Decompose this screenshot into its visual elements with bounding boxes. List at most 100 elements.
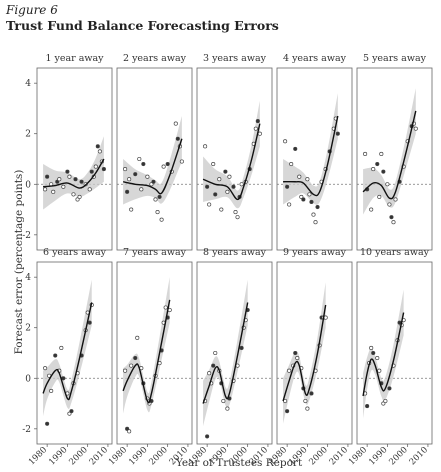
- data-point: [213, 350, 218, 356]
- data-point: [225, 189, 230, 194]
- panel-frame: [36, 261, 113, 445]
- data-point: [387, 202, 392, 207]
- data-point: [67, 174, 72, 179]
- data-point: [57, 177, 62, 182]
- data-point: [155, 210, 160, 215]
- x-tick-label: 2000: [387, 445, 409, 467]
- data-point: [205, 434, 210, 439]
- data-point: [73, 177, 78, 182]
- data-point: [129, 207, 134, 212]
- data-point: [45, 174, 50, 179]
- data-point: [87, 320, 92, 325]
- data-point: [233, 210, 238, 215]
- data-point: [307, 192, 312, 197]
- panel-title: 2 years away: [123, 53, 187, 64]
- data-point: [101, 167, 106, 172]
- data-point: [151, 179, 156, 184]
- data-point: [227, 174, 232, 179]
- data-point: [219, 207, 224, 212]
- data-point: [123, 167, 128, 172]
- data-point: [389, 215, 394, 220]
- y-tick-label: -2: [22, 231, 31, 241]
- panel-frame: [276, 261, 353, 445]
- fit-line: [362, 110, 417, 200]
- confidence-band: [43, 279, 92, 417]
- data-point: [365, 404, 370, 409]
- data-point: [173, 121, 178, 126]
- panel-title: 6 years away: [43, 247, 107, 258]
- data-point: [383, 398, 388, 404]
- data-point: [133, 172, 138, 177]
- y-tick-label: 2: [25, 130, 31, 140]
- x-axis-label: Year of Trustees Report: [175, 457, 303, 469]
- data-point: [381, 169, 386, 174]
- panel-5: 5 years away: [356, 53, 433, 251]
- data-point: [309, 391, 314, 396]
- data-point: [139, 187, 144, 192]
- data-point: [371, 350, 376, 356]
- data-point: [335, 131, 340, 136]
- fit-line: [282, 304, 327, 402]
- x-tick-label: 1980: [347, 445, 369, 467]
- data-point: [137, 156, 142, 162]
- panel-title: 4 years away: [283, 53, 347, 64]
- data-point: [235, 215, 240, 220]
- data-point: [385, 182, 390, 187]
- data-point: [135, 335, 140, 340]
- panel-1: 1 year away -2 0 2 4: [22, 53, 113, 251]
- panel-frame: [356, 67, 433, 251]
- fit-line: [283, 115, 339, 197]
- data-point: [125, 189, 130, 194]
- data-point: [179, 159, 184, 164]
- data-point: [375, 162, 380, 167]
- y-tick-label: 0: [25, 374, 31, 384]
- data-point: [141, 162, 146, 167]
- data-point: [207, 202, 212, 207]
- data-point: [53, 353, 58, 358]
- y-tick-label: 4: [25, 79, 31, 89]
- x-tick-label: 1980: [107, 445, 129, 467]
- data-point: [127, 429, 132, 434]
- y-tick-label: 2: [25, 324, 31, 334]
- panels-grid: 1 year away -2 0 2 4 2 years away 3 years away…: [22, 53, 433, 467]
- data-point: [289, 162, 294, 167]
- data-point: [59, 345, 64, 350]
- data-point: [217, 177, 222, 182]
- data-point: [205, 184, 210, 189]
- panel-title: 9 years away: [283, 247, 347, 258]
- panel-title: 3 years away: [203, 53, 267, 64]
- data-point: [133, 356, 138, 361]
- data-point: [363, 151, 368, 156]
- data-point: [221, 398, 226, 404]
- x-tick-label: 1990: [367, 445, 389, 467]
- figure-title: Trust Fund Balance Forecasting Errors: [6, 18, 279, 33]
- panel-frame: [116, 261, 193, 445]
- x-tick-label: 1990: [47, 445, 69, 467]
- x-tick-label: 2000: [307, 445, 329, 467]
- data-point: [293, 350, 298, 356]
- data-point: [145, 174, 150, 179]
- data-point: [293, 146, 298, 151]
- data-point: [161, 164, 166, 169]
- confidence-band: [43, 136, 104, 210]
- data-point: [315, 204, 320, 210]
- data-point: [211, 363, 216, 368]
- data-point: [239, 345, 244, 350]
- data-point: [211, 162, 216, 167]
- x-tick-label: 2000: [67, 445, 89, 467]
- data-point: [305, 406, 310, 411]
- data-point: [377, 368, 382, 373]
- data-point: [255, 119, 260, 124]
- fit-line: [43, 158, 105, 189]
- data-point: [51, 189, 56, 194]
- panel-frame: [196, 67, 273, 251]
- data-point: [285, 184, 290, 189]
- data-point: [79, 179, 84, 184]
- figure-label: Figure 6: [6, 3, 58, 17]
- fit-line: [362, 312, 405, 397]
- data-point: [393, 197, 398, 202]
